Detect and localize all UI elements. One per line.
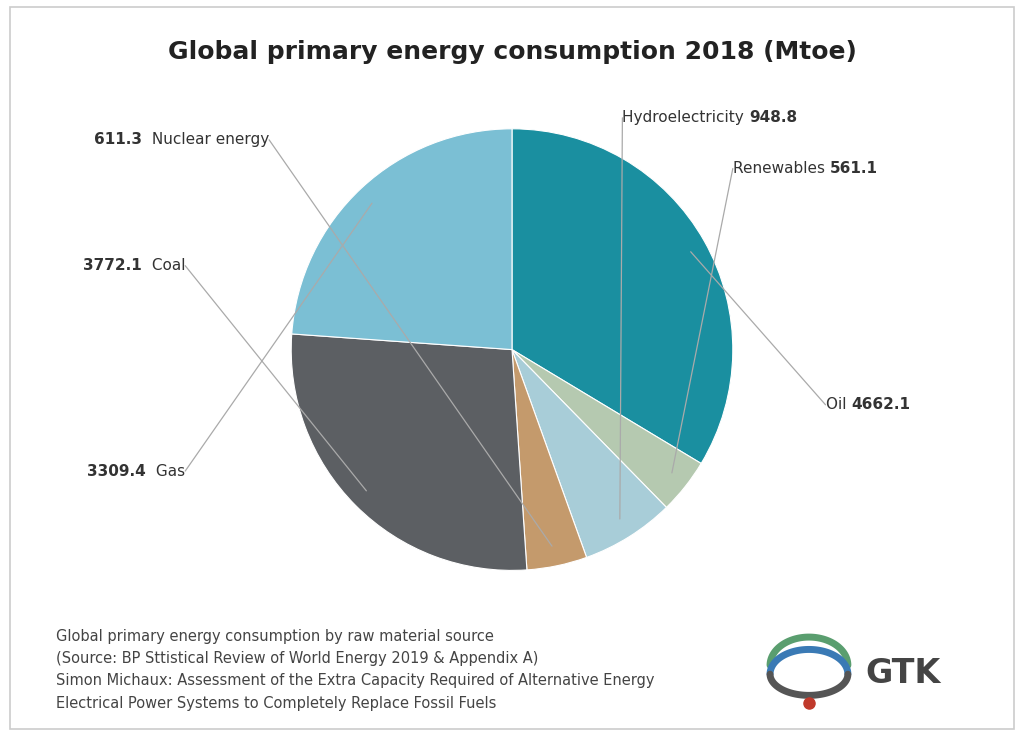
Text: Nuclear energy: Nuclear energy (146, 132, 269, 147)
Text: 611.3: 611.3 (93, 132, 146, 147)
Wedge shape (292, 129, 512, 350)
Text: Coal: Coal (146, 258, 185, 273)
Text: Gas: Gas (152, 464, 185, 478)
Text: 948.8: 948.8 (749, 110, 797, 125)
Wedge shape (512, 350, 667, 557)
Wedge shape (512, 350, 701, 507)
Wedge shape (291, 334, 527, 570)
Text: Renewables: Renewables (733, 161, 829, 176)
Wedge shape (512, 350, 587, 570)
Text: Simon Michaux: Assessment of the Extra Capacity Required of Alternative Energy
E: Simon Michaux: Assessment of the Extra C… (56, 673, 654, 711)
Wedge shape (512, 129, 733, 464)
Text: 3772.1: 3772.1 (83, 258, 146, 273)
Text: 3309.4: 3309.4 (87, 464, 152, 478)
Text: 4662.1: 4662.1 (851, 397, 910, 412)
Text: 561.1: 561.1 (829, 161, 878, 176)
Text: Hydroelectricity: Hydroelectricity (623, 110, 749, 125)
Text: GTK: GTK (865, 657, 940, 690)
Text: Global primary energy consumption by raw material source
(Source: BP Sttistical : Global primary energy consumption by raw… (56, 629, 539, 667)
Text: Global primary energy consumption 2018 (Mtoe): Global primary energy consumption 2018 (… (168, 40, 856, 65)
Text: Oil: Oil (825, 397, 851, 412)
